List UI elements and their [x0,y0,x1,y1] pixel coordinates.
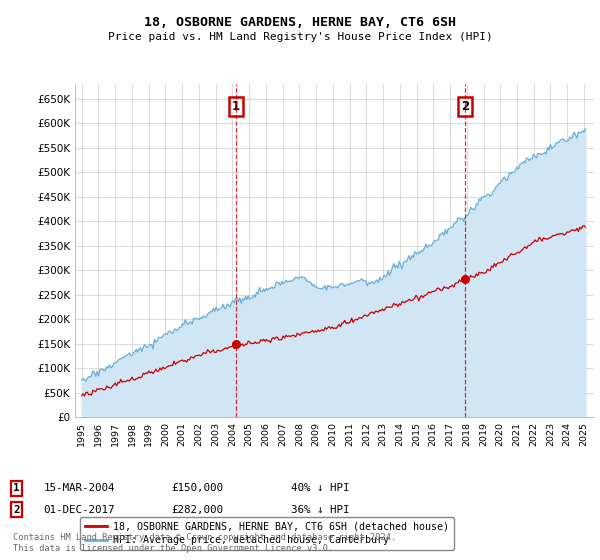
Text: 2: 2 [461,100,469,113]
Text: 15-MAR-2004: 15-MAR-2004 [43,483,115,493]
Text: 01-DEC-2017: 01-DEC-2017 [43,505,115,515]
Text: 18, OSBORNE GARDENS, HERNE BAY, CT6 6SH: 18, OSBORNE GARDENS, HERNE BAY, CT6 6SH [144,16,456,29]
Text: 40% ↓ HPI: 40% ↓ HPI [291,483,349,493]
Text: 36% ↓ HPI: 36% ↓ HPI [291,505,349,515]
Text: 1: 1 [232,100,240,113]
Legend: 18, OSBORNE GARDENS, HERNE BAY, CT6 6SH (detached house), HPI: Average price, de: 18, OSBORNE GARDENS, HERNE BAY, CT6 6SH … [80,517,454,550]
Text: Contains HM Land Registry data © Crown copyright and database right 2024.
This d: Contains HM Land Registry data © Crown c… [13,533,397,553]
Text: Price paid vs. HM Land Registry's House Price Index (HPI): Price paid vs. HM Land Registry's House … [107,32,493,42]
Text: £150,000: £150,000 [171,483,223,493]
Text: 1: 1 [13,483,20,493]
Text: £282,000: £282,000 [171,505,223,515]
Text: 2: 2 [13,505,20,515]
